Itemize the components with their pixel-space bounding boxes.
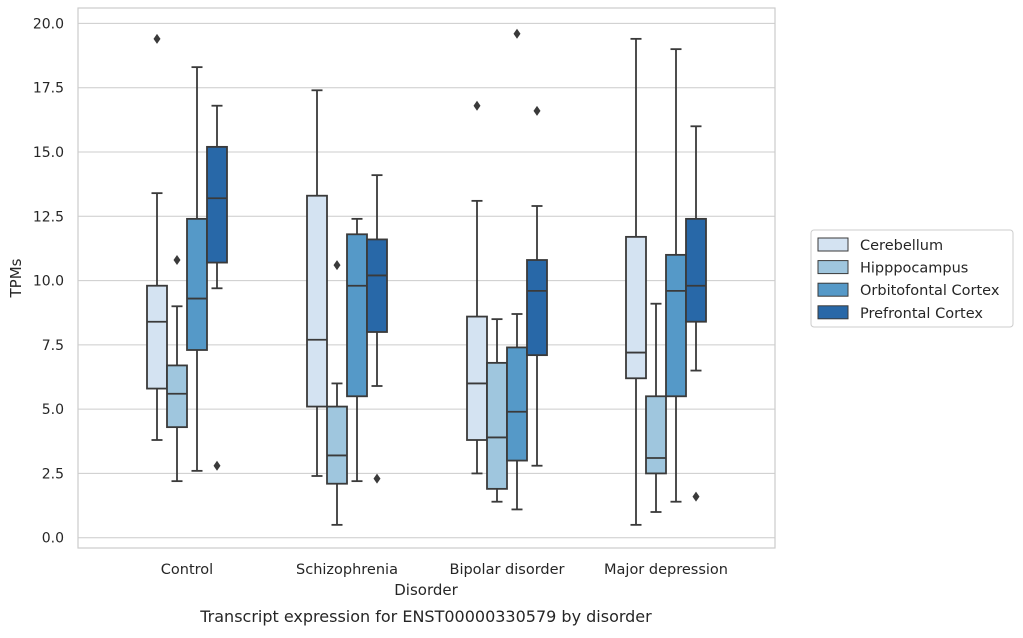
box-2-3 — [526, 105, 548, 467]
y-tick-label: 15.0 — [33, 145, 64, 161]
legend-label: Hipppocampus — [860, 261, 968, 277]
legend-item: Prefrontal Cortex — [817, 305, 983, 322]
box-3-2 — [665, 48, 687, 503]
outlier-point — [173, 255, 181, 265]
outlier-point — [473, 100, 481, 111]
legend-item: Hipppocampus — [817, 260, 968, 277]
legend-label: Prefrontal Cortex — [860, 306, 983, 322]
y-tick-label: 20.0 — [33, 16, 64, 32]
x-tick-label: Schizophrenia — [296, 562, 398, 578]
legend-frame — [810, 229, 1014, 328]
legend-label: Orbitofontal Cortex — [860, 283, 1000, 299]
outlier-point — [153, 33, 161, 44]
x-tick-label: Control — [161, 562, 213, 578]
box-2-2 — [506, 28, 528, 511]
box-iqr — [466, 315, 488, 441]
y-tick-label: 10.0 — [33, 274, 64, 290]
box-2-1 — [486, 318, 508, 503]
box-iqr — [206, 145, 228, 264]
outlier-point — [692, 491, 700, 502]
box-iqr — [625, 235, 647, 380]
legend-swatch — [817, 260, 849, 275]
outlier-point — [213, 460, 221, 471]
x-ticks: Control Schizophrenia Bipolar disorder Majo… — [161, 562, 728, 578]
chart-caption: Transcript expression for ENST0000033057… — [199, 607, 652, 626]
y-tick-label: 17.5 — [33, 81, 64, 97]
y-tick-label: 5.0 — [42, 402, 64, 418]
box-iqr — [186, 217, 208, 351]
outlier-point — [533, 105, 541, 116]
box-layer — [146, 28, 707, 526]
x-tick-label: Bipolar disorder — [450, 562, 565, 578]
box-3-0 — [625, 37, 647, 526]
box-iqr — [346, 233, 368, 398]
legend-label: Cerebellum — [860, 238, 943, 254]
outlier-point — [333, 260, 341, 271]
box-iqr — [486, 361, 508, 490]
box-3-3 — [685, 125, 707, 502]
outlier-point — [513, 28, 521, 39]
y-tick-label: 0.0 — [42, 531, 64, 547]
legend-item: Orbitofontal Cortex — [817, 282, 1000, 299]
y-tick-label: 12.5 — [33, 209, 64, 225]
y-axis-label: TPMs — [7, 258, 25, 298]
box-1-2 — [346, 217, 368, 483]
box-1-1 — [326, 260, 348, 526]
y-ticks: 0.0 2.5 5.0 7.5 10.0 12.5 15.0 17.5 20.0 — [33, 16, 64, 546]
box-0-2 — [186, 66, 208, 472]
box-iqr — [146, 284, 168, 390]
box-iqr — [166, 364, 188, 429]
box-iqr — [306, 194, 328, 408]
box-iqr — [685, 217, 707, 323]
box-iqr — [645, 395, 667, 475]
x-tick-label: Major depression — [604, 562, 728, 578]
box-iqr — [506, 346, 528, 462]
outlier-point — [373, 473, 381, 484]
legend-item: Cerebellum — [817, 237, 943, 254]
box-2-0 — [466, 100, 488, 475]
box-iqr — [665, 253, 687, 398]
y-tick-label: 2.5 — [42, 466, 64, 482]
legend-swatch — [817, 237, 849, 252]
box-3-1 — [645, 302, 667, 513]
box-1-0 — [306, 89, 328, 477]
box-iqr — [326, 405, 348, 485]
legend-swatch — [817, 305, 849, 320]
box-0-3 — [206, 104, 228, 471]
plot-frame — [77, 7, 776, 549]
box-1-3 — [366, 174, 388, 484]
box-iqr — [526, 259, 548, 357]
x-axis-label: Disorder — [394, 581, 458, 599]
y-tick-label: 7.5 — [42, 338, 64, 354]
legend-swatch — [817, 282, 849, 297]
box-0-0 — [146, 33, 168, 441]
box-0-1 — [166, 255, 188, 483]
box-iqr — [366, 238, 388, 333]
legend: Cerebellum Hipppocampus Orbitofontal Corte… — [810, 229, 1014, 328]
